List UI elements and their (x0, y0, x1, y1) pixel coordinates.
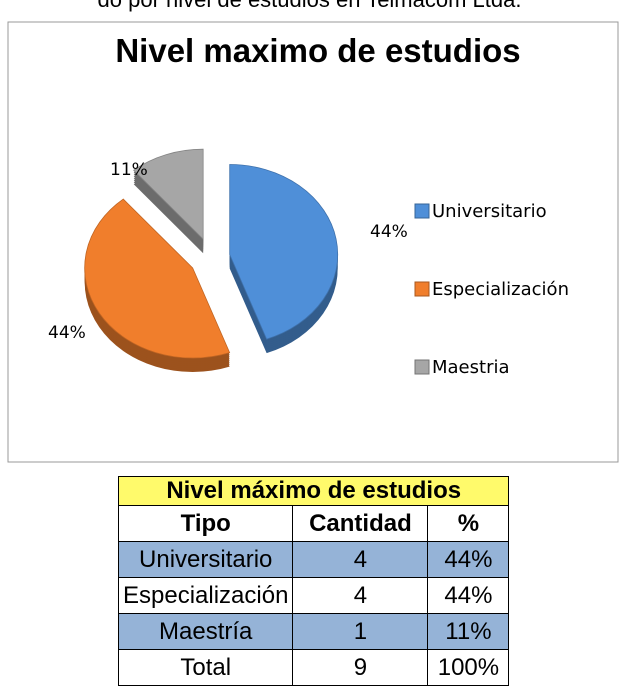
table-cell: 44% (427, 541, 510, 578)
legend-swatch (414, 359, 430, 375)
table-cell: 11% (427, 613, 510, 650)
chart: Nivel maximo de estudios 44% 44% 11% Univer… (7, 21, 619, 463)
header-cell: % (427, 505, 510, 542)
legend-swatch (414, 203, 430, 219)
legend-label: Maestria (432, 357, 510, 378)
table-cell: Universitario (117, 541, 294, 578)
table-cell: 44% (427, 577, 510, 614)
caption: do por nivel de estudios en Telmacom Ltd… (0, 0, 619, 13)
header-cell: Tipo (117, 505, 294, 542)
pie-slice (84, 198, 231, 359)
data-label: 44% (370, 222, 408, 242)
header-cell: Cantidad (292, 505, 429, 542)
table-cell: Maestría (117, 613, 294, 650)
table-row: Universitario 4 44% (117, 541, 510, 578)
legend-label: Especialización (432, 279, 569, 300)
pie-slice (229, 164, 339, 340)
data-label: 44% (48, 323, 86, 343)
table-cell: 4 (292, 541, 429, 578)
legend-label: Universitario (432, 201, 547, 222)
table-cell: 9 (292, 649, 429, 686)
table-row: Total 9 100% (117, 649, 510, 686)
chart-title: Nivel maximo de estudios (115, 32, 520, 69)
table-cell: 100% (427, 649, 510, 686)
pie-slice (133, 148, 204, 241)
table-row: Especialización 4 44% (117, 577, 510, 614)
legend-swatch (414, 281, 430, 297)
data-label: 11% (110, 160, 148, 180)
table-title: Nivel máximo de estudios (117, 476, 510, 506)
table-cell: Total (117, 649, 294, 686)
table-row: Maestría 1 11% (117, 613, 510, 650)
table-cell: 1 (292, 613, 429, 650)
table-cell: Especialización (117, 577, 294, 614)
table-cell: 4 (292, 577, 429, 614)
data-table: Nivel máximo de estudios Tipo Cantidad %… (117, 476, 510, 686)
